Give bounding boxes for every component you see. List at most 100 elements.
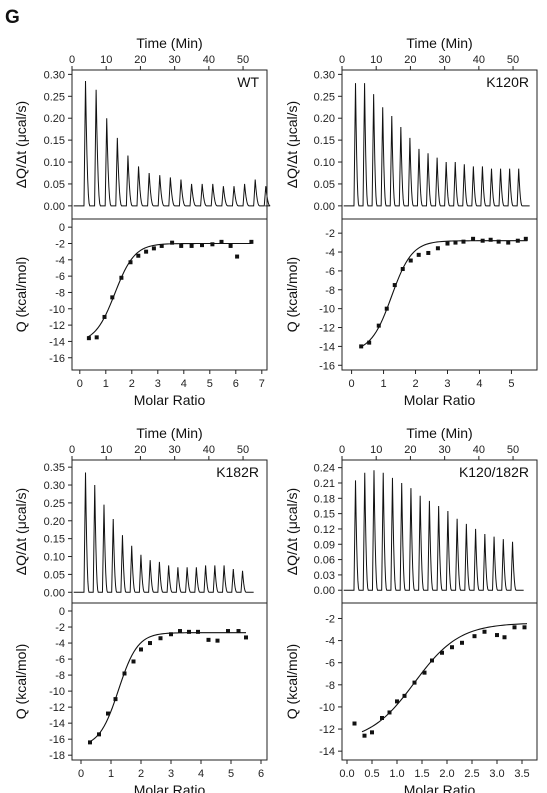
heat-axis-title: Q (kcal/mol) [284,644,300,719]
heat-tick-label: -14 [319,746,335,758]
data-point [206,637,211,642]
data-point [408,258,413,263]
heat-tick-label: -4 [325,247,335,259]
data-point [131,659,136,664]
data-point [219,239,224,244]
ratio-tick-label: 2 [412,378,418,390]
ratio-tick-label: 3.0 [489,768,504,780]
data-point [367,340,372,345]
power-tick-label: 0.10 [44,552,65,564]
power-tick-label: 0.15 [314,509,335,521]
data-point [472,634,477,639]
heat-tick-label: -16 [49,353,65,365]
data-point [128,260,133,265]
data-point [430,658,434,663]
data-point [159,243,164,248]
time-tick-label: 20 [134,444,146,456]
time-tick-label: 10 [100,444,112,456]
data-point [426,250,431,255]
power-tick-label: 0.18 [314,493,335,505]
time-axis-title: Time (Min) [406,425,472,441]
data-point [210,242,215,247]
heat-tick-label: -4 [325,636,335,648]
heat-tick-label: -4 [55,255,65,267]
data-point [88,740,92,745]
power-tick-label: 0.24 [314,463,335,475]
data-point [362,733,367,738]
data-point [94,335,99,340]
heat-tick-label: -6 [325,266,335,278]
power-tick-label: 0.20 [44,113,65,125]
heat-tick-label: -4 [55,638,65,650]
ratio-axis-title: Molar Ratio [134,392,206,408]
heat-tick-label: -16 [49,734,65,746]
thermogram-trace [343,83,530,207]
ratio-tick-label: 1 [108,768,114,780]
data-point [522,625,527,630]
time-tick-label: 50 [507,444,519,456]
time-tick-label: 0 [339,54,345,66]
heat-tick-label: -2 [325,613,335,625]
ratio-tick-label: 0.0 [339,768,354,780]
time-tick-label: 20 [134,54,146,66]
data-point [523,236,528,241]
thermogram-trace [73,472,254,593]
data-point [249,239,254,244]
data-point [144,249,149,254]
power-tick-label: 0.30 [314,69,335,81]
data-point [435,246,440,251]
data-point [488,237,493,242]
heat-tick-label: -14 [49,718,65,730]
power-tick-label: 0.06 [314,555,335,567]
ratio-tick-label: 4 [476,378,482,390]
data-point [387,710,392,715]
time-tick-label: 0 [69,54,75,66]
data-point [480,238,485,243]
data-point [440,650,444,655]
ratio-tick-label: 2.0 [439,768,454,780]
data-point [506,240,511,245]
power-tick-label: 0.10 [314,157,335,169]
data-point [228,243,233,248]
heat-tick-label: -6 [325,658,335,670]
heat-tick-label: 0 [59,606,65,618]
figure-label: G [5,7,20,28]
sample-label: K120R [486,74,529,90]
ratio-tick-label: 5 [228,768,234,780]
ratio-tick-label: 1 [103,378,109,390]
ratio-tick-label: 4 [181,378,187,390]
power-tick-label: 0.25 [314,91,335,103]
data-point [244,635,248,640]
isotherm-frame [341,218,538,371]
time-tick-label: 40 [473,54,485,66]
time-axis-title: Time (Min) [406,35,472,51]
heat-tick-label: -8 [55,287,65,299]
heat-axis-title: Q (kcal/mol) [284,257,300,332]
heat-tick-label: -2 [55,622,65,634]
data-point [236,629,241,634]
isotherm-frame [341,602,538,761]
data-point [453,240,458,245]
sample-label: WT [237,74,259,90]
power-tick-label: 0.00 [314,585,335,597]
power-tick-label: 0.35 [44,462,65,474]
ratio-tick-label: 0 [349,378,355,390]
data-point [151,246,156,251]
heat-tick-label: -6 [55,654,65,666]
time-tick-label: 0 [69,444,75,456]
time-tick-label: 50 [507,54,519,66]
power-tick-label: 0.25 [44,91,65,103]
data-point [187,629,191,634]
power-axis-title: ΔQ/Δt (μcal/s) [13,101,29,188]
ratio-tick-label: 3 [444,378,450,390]
data-point [136,253,141,258]
data-point [370,730,374,735]
ratio-tick-label: 3 [168,768,174,780]
fit-curve [359,240,528,348]
time-tick-label: 50 [237,54,249,66]
data-point [189,243,194,248]
power-tick-label: 0.21 [314,478,335,490]
ratio-tick-label: 1.5 [414,768,429,780]
data-point [178,629,182,634]
